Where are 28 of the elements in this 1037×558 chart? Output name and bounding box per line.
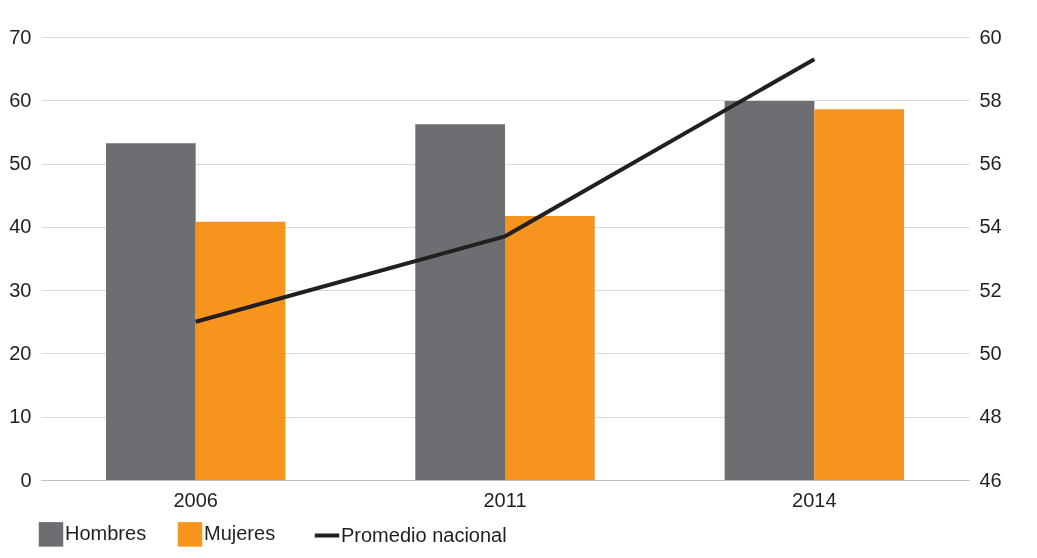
bar bbox=[724, 100, 815, 480]
y-tick-label: 40 bbox=[9, 215, 32, 238]
y2-tick-label: 60 bbox=[979, 25, 1002, 48]
y2-tick-label: 52 bbox=[979, 278, 1002, 301]
y2-tick-label: 58 bbox=[979, 88, 1002, 111]
y-tick-label: 20 bbox=[9, 341, 32, 364]
y2-tick-label: 54 bbox=[979, 215, 1002, 238]
y2-tick-label: 56 bbox=[979, 152, 1002, 175]
y-tick-label: 60 bbox=[9, 88, 32, 111]
y-tick-label: 30 bbox=[9, 278, 32, 301]
bar bbox=[814, 109, 905, 480]
bar bbox=[195, 221, 286, 480]
bar bbox=[505, 216, 595, 480]
x-tick-label: 2011 bbox=[483, 488, 527, 511]
y-tick-label: 0 bbox=[20, 468, 32, 491]
bar bbox=[105, 143, 196, 480]
x-tick-label: 2014 bbox=[792, 488, 837, 511]
y2-tick-label: 50 bbox=[979, 341, 1002, 364]
bar bbox=[415, 124, 505, 480]
y-tick-label: 70 bbox=[9, 25, 32, 48]
y2-tick-label: 48 bbox=[979, 405, 1002, 428]
x-tick-label: 2006 bbox=[173, 488, 218, 511]
y-tick-label: 50 bbox=[9, 152, 32, 175]
legend-label: Mujeres bbox=[204, 522, 276, 545]
y2-tick-label: 46 bbox=[979, 468, 1002, 491]
legend-label: Promedio nacional bbox=[341, 523, 507, 546]
legend-label: Hombres bbox=[65, 522, 147, 545]
y-tick-label: 10 bbox=[9, 405, 32, 428]
